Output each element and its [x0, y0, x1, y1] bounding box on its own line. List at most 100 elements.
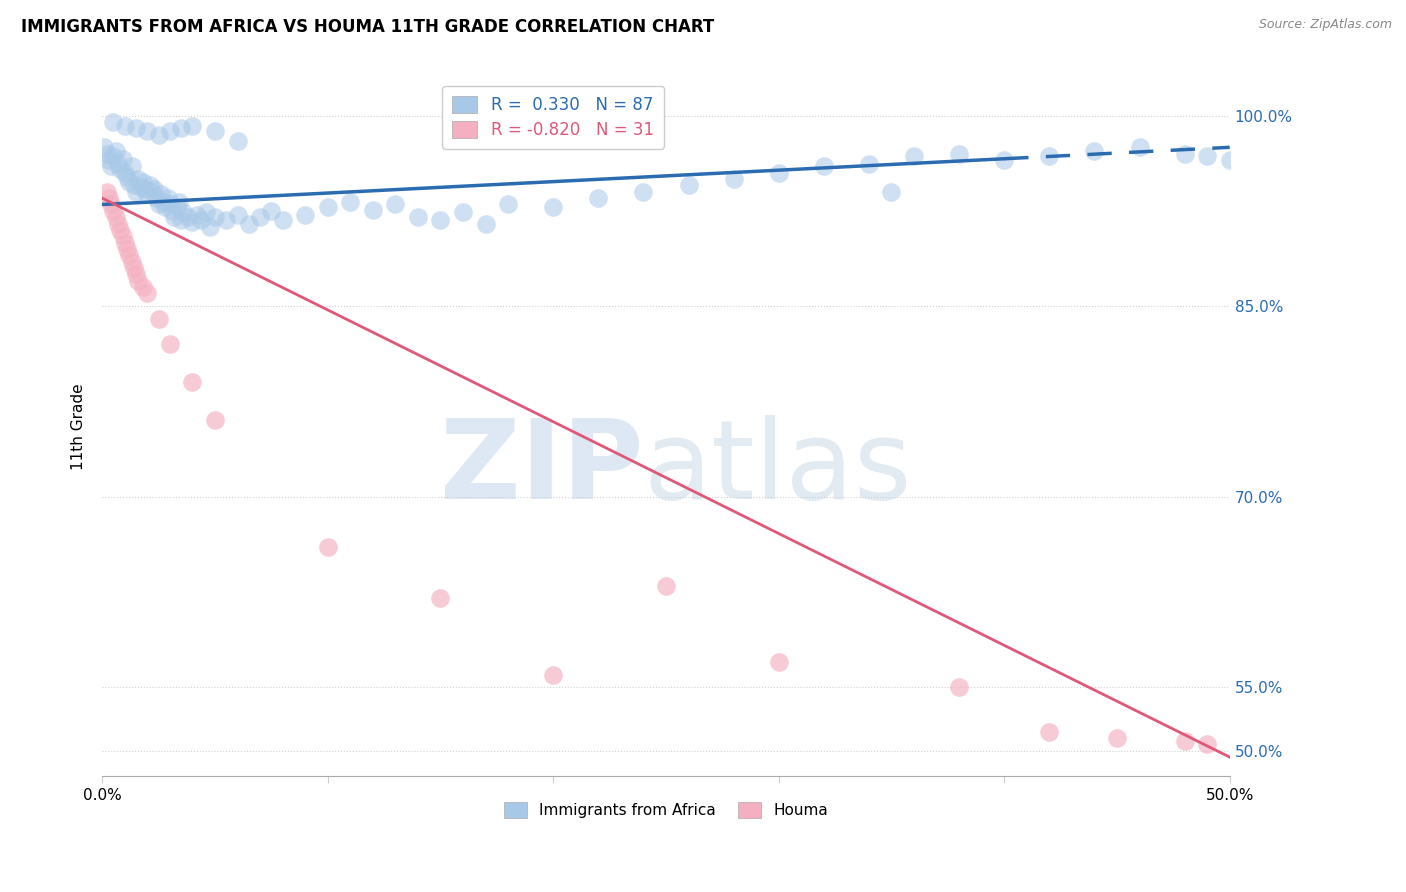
Point [115, 169, 138, 184]
Point [156, 191, 179, 205]
Point [159, 124, 181, 138]
Point [633, 185, 655, 199]
Point [114, 119, 136, 133]
Point [166, 200, 188, 214]
Point [172, 205, 194, 219]
Text: atlas: atlas [644, 416, 912, 522]
Point [406, 210, 429, 224]
Point [170, 121, 193, 136]
Point [1038, 724, 1060, 739]
Point [103, 115, 125, 129]
Point [107, 157, 129, 171]
Point [122, 260, 145, 275]
Point [1197, 149, 1219, 163]
Point [451, 205, 474, 219]
Point [678, 178, 700, 193]
Point [181, 215, 204, 229]
Point [429, 212, 451, 227]
Point [993, 153, 1015, 167]
Point [136, 187, 159, 202]
Point [1219, 153, 1241, 167]
Point [132, 280, 155, 294]
Point [271, 212, 294, 227]
Point [316, 541, 339, 555]
Text: IMMIGRANTS FROM AFRICA VS HOUMA 11TH GRADE CORRELATION CHART: IMMIGRANTS FROM AFRICA VS HOUMA 11TH GRA… [21, 18, 714, 36]
Y-axis label: 11th Grade: 11th Grade [72, 384, 86, 470]
Point [190, 212, 212, 227]
Point [100, 160, 122, 174]
Point [111, 229, 134, 244]
Point [170, 212, 193, 227]
Point [260, 203, 283, 218]
Point [118, 248, 141, 262]
Point [149, 187, 172, 202]
Point [177, 210, 200, 224]
Point [294, 208, 316, 222]
Point [903, 149, 925, 163]
Point [541, 667, 564, 681]
Point [159, 337, 181, 351]
Point [129, 179, 152, 194]
Point [858, 157, 880, 171]
Point [474, 217, 496, 231]
Point [238, 217, 260, 231]
Point [1197, 738, 1219, 752]
Point [96, 185, 118, 199]
Point [167, 194, 190, 209]
Point [143, 182, 166, 196]
Point [111, 152, 134, 166]
Point [541, 200, 564, 214]
Point [655, 579, 678, 593]
Point [148, 197, 170, 211]
Point [148, 128, 170, 142]
Point [127, 274, 149, 288]
Point [155, 200, 177, 214]
Point [1128, 140, 1150, 154]
Point [127, 172, 149, 186]
Point [1174, 733, 1197, 747]
Point [98, 191, 121, 205]
Point [361, 202, 384, 217]
Point [103, 149, 125, 163]
Point [768, 655, 790, 669]
Point [200, 220, 222, 235]
Point [723, 172, 745, 186]
Point [121, 160, 143, 174]
Text: ZIP: ZIP [440, 416, 644, 522]
Point [159, 197, 181, 211]
Point [181, 376, 204, 390]
Point [768, 166, 790, 180]
Point [103, 203, 125, 218]
Point [125, 268, 148, 282]
Point [136, 124, 159, 138]
Point [204, 210, 226, 224]
Point [104, 144, 127, 158]
Point [215, 212, 238, 227]
Point [122, 178, 145, 193]
Point [115, 242, 138, 256]
Text: Source: ZipAtlas.com: Source: ZipAtlas.com [1258, 18, 1392, 31]
Point [100, 197, 122, 211]
Point [813, 160, 835, 174]
Point [125, 185, 148, 199]
Point [104, 210, 127, 224]
Point [121, 254, 143, 268]
Point [93, 140, 115, 154]
Point [226, 134, 249, 148]
Legend: Immigrants from Africa, Houma: Immigrants from Africa, Houma [498, 797, 834, 824]
Point [204, 124, 226, 138]
Point [1174, 146, 1197, 161]
Point [110, 161, 132, 176]
Point [1038, 149, 1060, 163]
Point [588, 191, 610, 205]
Point [163, 210, 186, 224]
Point [186, 208, 208, 222]
Point [384, 197, 406, 211]
Point [110, 223, 132, 237]
Point [141, 185, 163, 199]
Point [136, 286, 159, 301]
Point [148, 311, 170, 326]
Point [134, 182, 156, 196]
Point [145, 191, 167, 205]
Point [1083, 144, 1105, 158]
